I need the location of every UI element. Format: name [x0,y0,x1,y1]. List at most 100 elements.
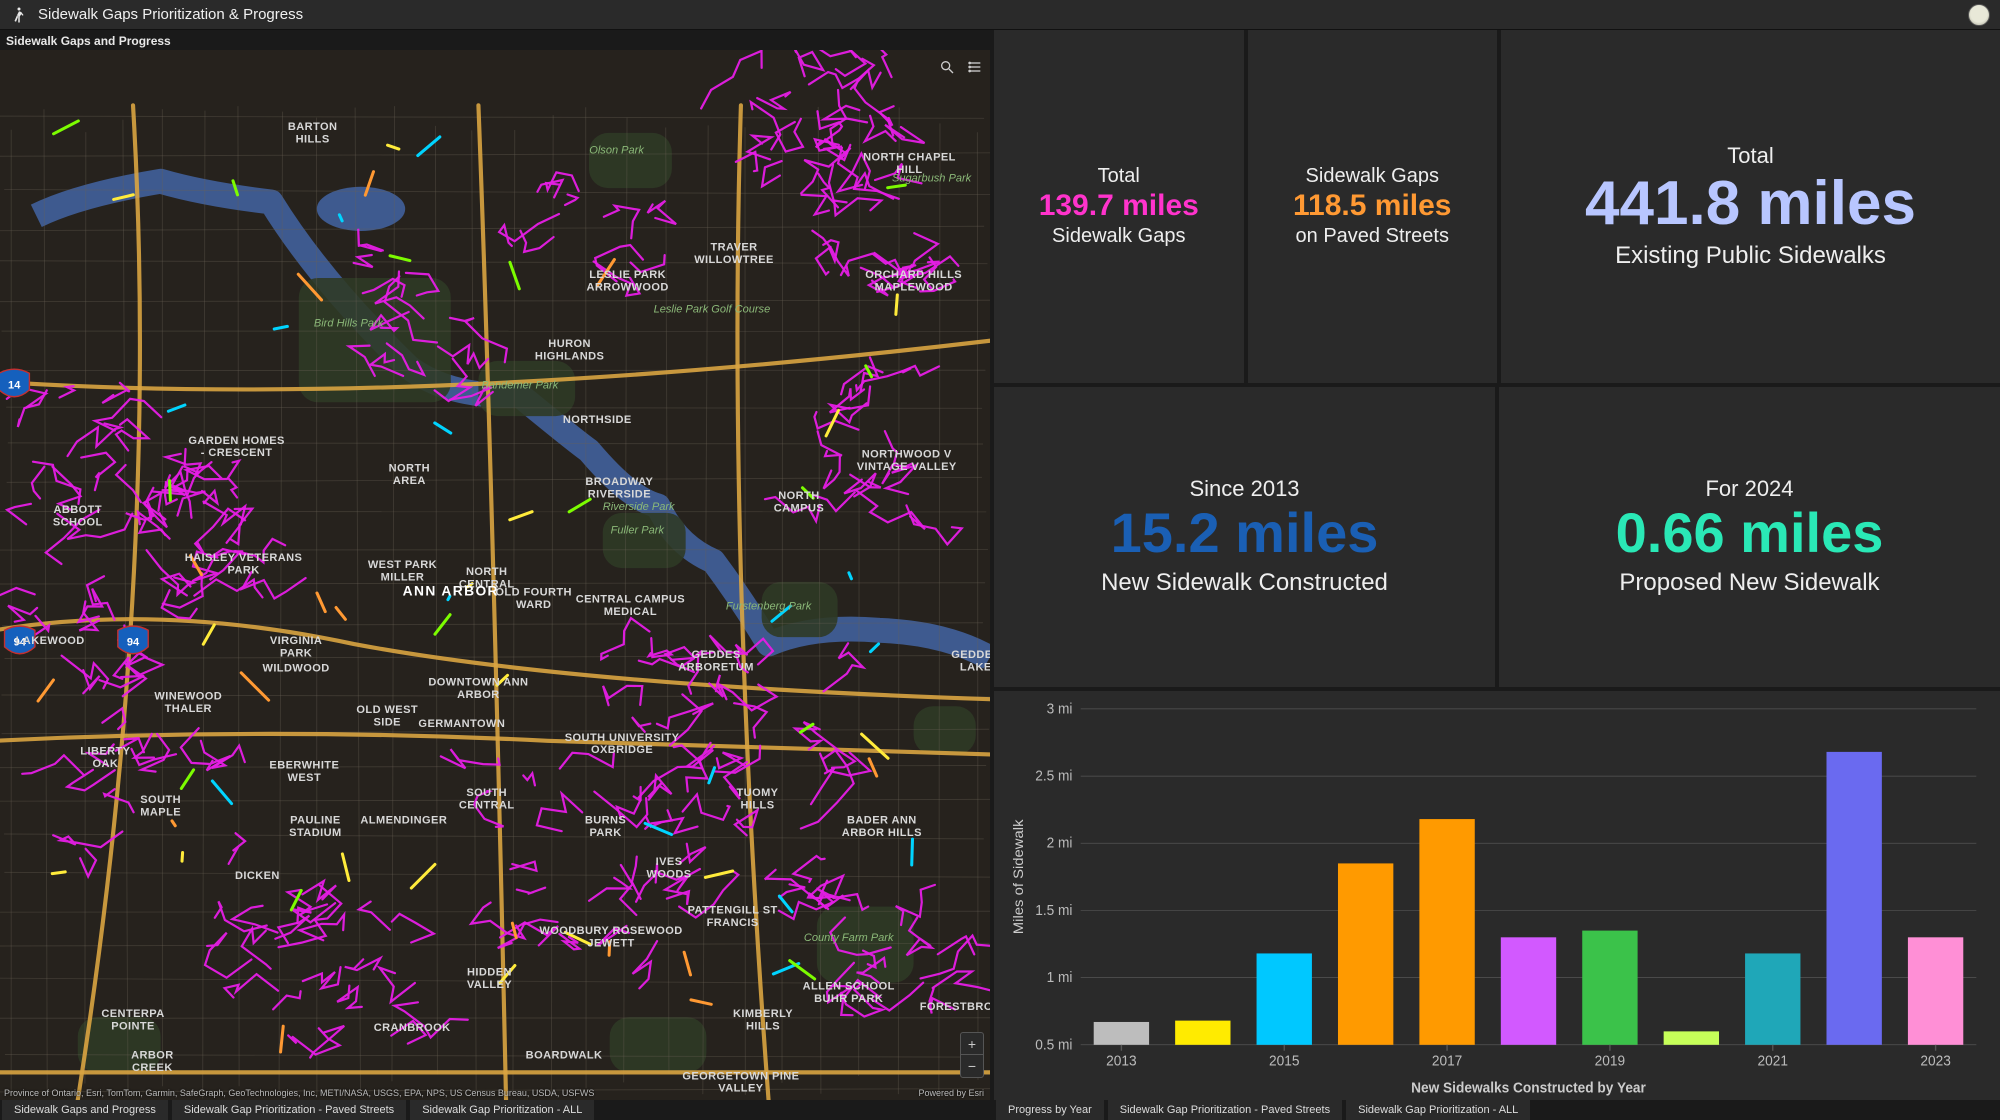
svg-text:KIMBERLY: KIMBERLY [733,1008,793,1020]
svg-text:THALER: THALER [165,703,212,715]
tabs-right: Progress by YearSidewalk Gap Prioritizat… [994,1100,2000,1120]
tab[interactable]: Sidewalk Gap Prioritization - Paved Stre… [1108,1100,1342,1120]
svg-text:BUHR PARK: BUHR PARK [814,993,883,1005]
map-attribution: Province of Ontario, Esri, TomTom, Garmi… [4,1088,594,1098]
svg-text:Fuller Park: Fuller Park [611,525,665,537]
tab[interactable]: Progress by Year [996,1100,1104,1120]
svg-text:2015: 2015 [1269,1053,1299,1070]
svg-text:2013: 2013 [1106,1053,1136,1070]
svg-text:OLD FOURTH: OLD FOURTH [495,587,572,599]
bar[interactable] [1664,1031,1719,1044]
bar[interactable] [1094,1022,1149,1045]
svg-text:WOODS: WOODS [647,869,692,881]
svg-text:14: 14 [8,379,21,391]
svg-text:MEDICAL: MEDICAL [604,606,657,618]
svg-text:2 mi: 2 mi [1047,835,1073,852]
bar[interactable] [1908,937,1963,1044]
tab[interactable]: Sidewalk Gap Prioritization - ALL [410,1100,594,1120]
svg-text:- CRESCENT: - CRESCENT [201,447,273,459]
map-zoom-out-button[interactable]: − [961,1055,983,1077]
card-value: 139.7 miles [1039,190,1199,222]
svg-text:TRAVER: TRAVER [710,241,757,253]
svg-text:STADIUM: STADIUM [289,827,341,839]
svg-text:PATTENGILL ST: PATTENGILL ST [688,904,778,916]
bar[interactable] [1419,819,1474,1045]
card-over: Total [1727,143,1773,169]
map-panel: Sidewalk Gaps and Progress [0,30,990,1100]
chart-progress-by-year: 0.5 mi1 mi1.5 mi2 mi2.5 mi3 miMiles of S… [994,691,2000,1100]
bar[interactable] [1745,953,1800,1044]
tab[interactable]: Sidewalk Gap Prioritization - Paved Stre… [172,1100,406,1120]
svg-text:GEDDES: GEDDES [691,649,740,661]
svg-text:2.5 mi: 2.5 mi [1035,768,1072,785]
svg-text:WINEWOOD: WINEWOOD [154,690,222,702]
bar[interactable] [1257,953,1312,1044]
bar-chart[interactable]: 0.5 mi1 mi1.5 mi2 mi2.5 mi3 miMiles of S… [1004,697,1990,1098]
svg-text:NORTHSIDE: NORTHSIDE [563,414,632,426]
svg-text:FRANCIS: FRANCIS [707,917,759,929]
svg-text:Leslie Park Golf Course: Leslie Park Golf Course [654,304,771,316]
svg-text:ARBOR: ARBOR [457,689,500,701]
map-city-label: ANN ARBOR [403,583,499,599]
svg-text:DICKEN: DICKEN [235,870,280,882]
bar[interactable] [1175,1020,1230,1044]
svg-text:PARK: PARK [280,648,312,660]
svg-text:SOUTH: SOUTH [140,794,181,806]
svg-text:AREA: AREA [393,475,426,487]
svg-text:HILLS: HILLS [296,134,330,146]
card-over: Total [1098,165,1140,188]
bar[interactable] [1582,930,1637,1044]
svg-text:OXBRIDGE: OXBRIDGE [591,744,653,756]
svg-text:FORESTBROOKE: FORESTBROOKE [920,1001,990,1013]
svg-text:GEDDES: GEDDES [951,649,990,661]
svg-text:NORTHWOOD V: NORTHWOOD V [862,449,952,461]
svg-text:3 mi: 3 mi [1047,701,1073,718]
svg-text:PARK: PARK [227,565,259,577]
tab[interactable]: Sidewalk Gap Prioritization - ALL [1346,1100,1530,1120]
map-panel-title: Sidewalk Gaps and Progress [0,30,990,50]
svg-text:Sugarbush Park: Sugarbush Park [892,172,972,184]
card-for-2024: For 2024 0.66 miles Proposed New Sidewal… [1499,387,2000,687]
card-value: 0.66 miles [1616,504,1884,563]
svg-text:CAMPUS: CAMPUS [774,502,824,514]
map-search-icon[interactable] [938,58,956,76]
svg-text:ARBOR HILLS: ARBOR HILLS [842,827,922,839]
svg-text:GERMANTOWN: GERMANTOWN [418,718,505,730]
svg-text:ALMENDINGER: ALMENDINGER [360,815,447,827]
svg-text:PAULINE: PAULINE [290,815,341,827]
svg-text:PARK: PARK [589,827,621,839]
svg-text:NORTH CHAPEL: NORTH CHAPEL [863,152,956,164]
card-over: Sidewalk Gaps [1306,165,1439,188]
bar[interactable] [1501,937,1556,1044]
svg-text:POINTE: POINTE [111,1021,155,1033]
svg-text:ORCHARD HILLS: ORCHARD HILLS [865,269,962,281]
map-canvas[interactable]: 149494 BARTONHILLSNORTH CHAPELHILLTRAVER… [0,50,990,1100]
card-over: Since 2013 [1189,476,1299,502]
svg-text:TUOMY: TUOMY [737,787,779,799]
tab[interactable]: Sidewalk Gaps and Progress [2,1100,168,1120]
svg-text:Furstenberg Park: Furstenberg Park [726,601,812,613]
svg-text:LAKEWOOD: LAKEWOOD [16,635,85,647]
map-zoom-in-button[interactable]: + [961,1033,983,1055]
card-value: 118.5 miles [1293,190,1451,222]
svg-text:WOODBURY ROSEWOOD: WOODBURY ROSEWOOD [539,925,682,937]
svg-text:2023: 2023 [1920,1053,1950,1070]
svg-text:VIRGINIA: VIRGINIA [270,635,322,647]
svg-text:County Farm Park: County Farm Park [804,932,894,944]
svg-text:CENTRAL CAMPUS: CENTRAL CAMPUS [576,594,685,606]
card-existing: Total 441.8 miles Existing Public Sidewa… [1501,30,2000,383]
svg-text:MAPLE: MAPLE [140,806,181,818]
svg-text:NORTH: NORTH [778,490,819,502]
svg-text:Bandemer Park: Bandemer Park [481,379,558,391]
svg-text:DOWNTOWN ANN: DOWNTOWN ANN [428,677,528,689]
svg-text:NORTH: NORTH [466,566,507,578]
svg-text:VINTAGE VALLEY: VINTAGE VALLEY [857,461,957,473]
svg-text:0.5 mi: 0.5 mi [1035,1036,1072,1053]
svg-text:SOUTH: SOUTH [466,787,507,799]
bar[interactable] [1338,863,1393,1044]
map-powered-by: Powered by Esri [918,1088,984,1098]
bar[interactable] [1826,752,1881,1045]
svg-text:Miles of Sidewalk: Miles of Sidewalk [1012,818,1027,934]
map-legend-icon[interactable] [966,58,984,76]
svg-text:94: 94 [127,636,140,648]
